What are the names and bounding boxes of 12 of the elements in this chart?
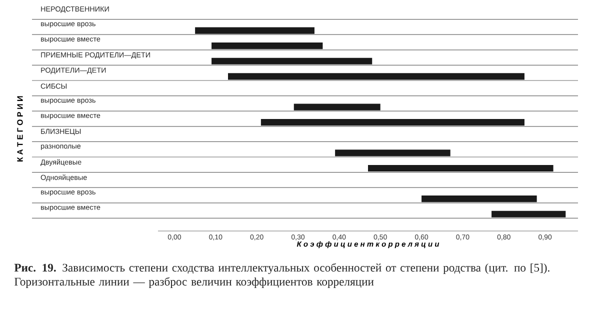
bar	[492, 210, 566, 218]
text: Рис. 19. Зависимость степени сходства интеллектуальных особенностей от степени родства (цит. по [5]). Горизонтальные линии — разброс величин коэффициентов корреляции	[14, 263, 550, 288]
bar	[212, 58, 372, 64]
bar	[260, 119, 524, 126]
bar	[212, 42, 323, 50]
bar	[422, 196, 537, 202]
bar	[195, 27, 314, 34]
y-axis-title: К А Т Е Г О Р И И	[17, 96, 23, 162]
bar	[294, 104, 380, 110]
bar	[228, 73, 524, 80]
bar	[335, 150, 450, 156]
bar	[368, 164, 554, 172]
